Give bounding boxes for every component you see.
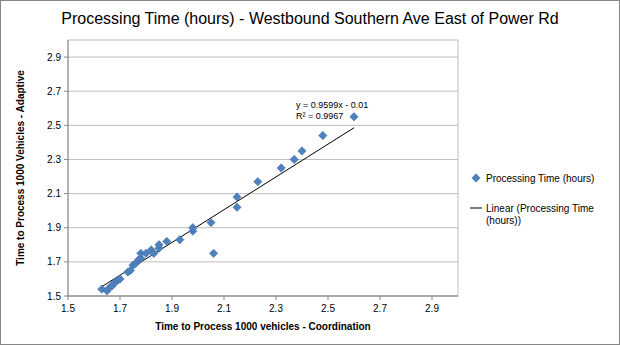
data-point [290, 155, 298, 163]
plot-marks [98, 113, 359, 295]
y-tick-label: 2.9 [47, 52, 61, 63]
y-tick [64, 125, 68, 126]
x-tick [432, 296, 433, 300]
x-tick-label: 1.7 [113, 303, 127, 314]
grid-line [68, 91, 458, 92]
data-point [207, 218, 215, 226]
chart: Processing Time (hours) - Westbound Sout… [0, 0, 620, 345]
y-tick-label: 2.3 [47, 154, 61, 165]
y-tick-label: 1.7 [47, 256, 61, 267]
data-point [233, 203, 241, 211]
y-tick-label: 1.9 [47, 222, 61, 233]
x-axis-title: Time to Process 1000 vehicles - Coordina… [155, 321, 370, 332]
legend-text-line: Linear (Processing Time [486, 203, 594, 214]
grid-line [68, 227, 458, 228]
data-point [189, 224, 197, 232]
legend-label: Processing Time (hours) [486, 173, 594, 184]
trendline [102, 128, 354, 287]
trendline-r-squared: R² = 0.9967 [296, 111, 343, 121]
chart-border [1, 1, 620, 345]
x-axis-line [68, 296, 458, 297]
y-axis-line [68, 40, 69, 296]
data-point [350, 113, 358, 121]
y-tick [64, 227, 68, 228]
x-tick-label: 1.9 [165, 303, 179, 314]
legend-line [470, 208, 482, 209]
x-tick-label: 1.5 [61, 303, 75, 314]
trendline-equation: y = 0.9599x - 0.01 [296, 100, 368, 110]
legend: Processing Time (hours) Linear (Processin… [470, 173, 594, 226]
x-tick-label: 2.9 [425, 303, 439, 314]
x-tick [328, 296, 329, 300]
x-tick [68, 296, 69, 300]
plot-frame [68, 40, 458, 296]
grid-line [68, 159, 458, 160]
y-tick [64, 91, 68, 92]
data-point [319, 131, 327, 139]
legend-label: Linear (Processing Time(hours)) [486, 203, 594, 226]
grid-line [68, 296, 458, 297]
data-point [163, 237, 171, 245]
data-point [277, 164, 285, 172]
grid-line [68, 57, 458, 58]
x-tick [276, 296, 277, 300]
y-tick [64, 261, 68, 262]
data-point [176, 235, 184, 243]
title: Processing Time (hours) - Westbound Sout… [61, 10, 558, 27]
y-tick [64, 57, 68, 58]
y-tick [64, 159, 68, 160]
x-tick [224, 296, 225, 300]
grid-line [68, 193, 458, 194]
data-point [155, 241, 163, 249]
y-tick [64, 193, 68, 194]
data-point [116, 275, 124, 283]
x-tick [120, 296, 121, 300]
legend-marker [472, 174, 480, 182]
x-tick [380, 296, 381, 300]
y-tick-label: 2.5 [47, 120, 61, 131]
data-point [209, 249, 217, 257]
x-tick-label: 2.5 [321, 303, 335, 314]
x-tick-label: 2.1 [217, 303, 231, 314]
y-tick-label: 1.5 [47, 291, 61, 302]
legend-text-line: (hours)) [486, 215, 521, 226]
y-tick-label: 2.1 [47, 188, 61, 199]
x-tick-label: 2.3 [269, 303, 283, 314]
legend-text-line: Processing Time (hours) [486, 173, 594, 184]
data-point [254, 177, 262, 185]
grid-line [68, 125, 458, 126]
data-point [298, 147, 306, 155]
data-point [233, 193, 241, 201]
y-axis-title: Time to Process 1000 Vehicles - Adaptive [15, 70, 26, 266]
y-tick [64, 296, 68, 297]
grid-line [68, 261, 458, 262]
x-tick [172, 296, 173, 300]
x-tick-label: 2.7 [373, 303, 387, 314]
y-tick-label: 2.7 [47, 86, 61, 97]
